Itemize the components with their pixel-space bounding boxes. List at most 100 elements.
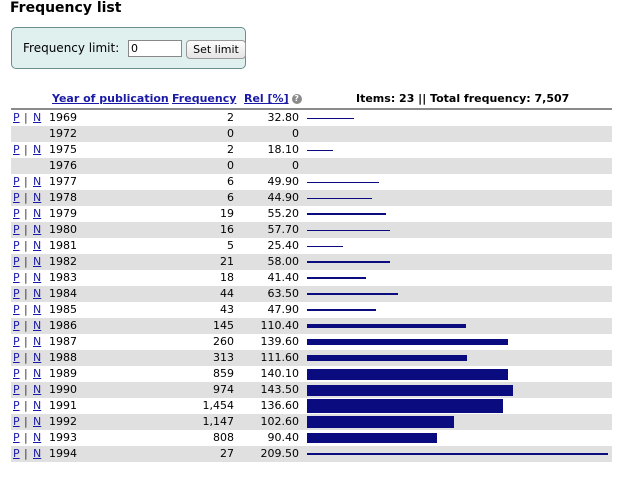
negative-filter-link[interactable]: N [33,191,42,204]
sort-by-frequency-link[interactable]: Frequency [172,92,237,105]
positive-filter-link[interactable]: P [13,399,20,412]
year-cell: 1977 [49,175,77,188]
positive-filter-link[interactable]: P [13,223,20,236]
rel-cell: 55.20 [267,207,300,220]
negative-filter-link[interactable]: N [33,239,42,252]
negative-filter-link[interactable]: N [33,143,42,156]
year-cell: 1991 [49,399,77,412]
help-icon[interactable]: ? [291,94,302,104]
column-header-frequency[interactable]: Frequency [172,92,236,105]
negative-filter-link[interactable]: N [33,415,42,428]
sort-by-year-link[interactable]: Year of publication [52,92,169,105]
positive-filter-link[interactable]: P [13,143,20,156]
positive-filter-link[interactable]: P [13,431,20,444]
positive-filter-link[interactable]: P [13,111,20,124]
positive-filter-link[interactable]: P [13,335,20,348]
link-separator: | [24,367,28,380]
sort-by-rel-link[interactable]: Rel [%] [244,92,289,105]
negative-filter-link[interactable]: N [33,351,42,364]
frequency-bar [307,198,372,199]
negative-filter-link[interactable]: N [33,255,42,268]
negative-filter-link[interactable]: N [33,271,42,284]
table-row: P | N 1984 44 63.50 [11,286,612,302]
frequency-cell: 974 [213,383,234,396]
negative-filter-link[interactable]: N [33,175,42,188]
negative-filter-link[interactable]: N [33,319,42,332]
rel-cell: 18.10 [267,143,300,156]
frequency-cell: 16 [220,223,234,236]
frequency-limit-input[interactable] [128,40,182,57]
table-row: P | N 1993 808 90.40 [11,430,612,446]
table-row: P | N 1982 21 58.00 [11,254,612,270]
positive-filter-link[interactable]: P [13,447,20,460]
frequency-bar [307,230,390,231]
negative-filter-link[interactable]: N [33,383,42,396]
rel-cell: 41.40 [267,271,300,284]
negative-filter-link[interactable]: N [33,303,42,316]
frequency-cell: 44 [220,287,234,300]
positive-filter-link[interactable]: P [13,287,20,300]
frequency-bar [307,277,366,279]
positive-filter-link[interactable]: P [13,207,20,220]
year-cell: 1993 [49,431,77,444]
negative-filter-link[interactable]: N [33,223,42,236]
positive-filter-link[interactable]: P [13,239,20,252]
positive-filter-link[interactable]: P [13,271,20,284]
column-header-rel[interactable]: Rel [%]? [244,92,302,105]
positive-filter-link[interactable]: P [13,383,20,396]
link-separator: | [24,383,28,396]
negative-filter-link[interactable]: N [33,447,42,460]
year-cell: 1989 [49,367,77,380]
positive-filter-link[interactable]: P [13,367,20,380]
negative-filter-link[interactable]: N [33,399,42,412]
year-cell: 1990 [49,383,77,396]
link-separator: | [24,191,28,204]
year-cell: 1987 [49,335,77,348]
frequency-cell: 260 [213,335,234,348]
frequency-cell: 43 [220,303,234,316]
frequency-cell: 808 [213,431,234,444]
table-row: P | N 1978 6 44.90 [11,190,612,206]
link-separator: | [24,271,28,284]
rel-cell: 57.70 [267,223,300,236]
table-row: P | N 1983 18 41.40 [11,270,612,286]
frequency-bar [307,246,343,247]
frequency-bar [307,339,508,345]
rel-cell: 58.00 [267,255,300,268]
frequency-cell: 859 [213,367,234,380]
positive-filter-link[interactable]: P [13,319,20,332]
column-header-year[interactable]: Year of publication [52,92,169,105]
rel-cell: 140.10 [260,367,300,380]
positive-filter-link[interactable]: P [13,415,20,428]
positive-filter-link[interactable]: P [13,191,20,204]
table-row: P | N 1975 2 18.10 [11,142,612,158]
negative-filter-link[interactable]: N [33,367,42,380]
positive-filter-link[interactable]: P [13,175,20,188]
frequency-cell: 0 [227,159,234,172]
frequency-bar [307,355,467,361]
frequency-cell: 2 [227,143,234,156]
link-separator: | [24,399,28,412]
year-cell: 1982 [49,255,77,268]
frequency-bar [307,453,608,455]
year-cell: 1979 [49,207,77,220]
negative-filter-link[interactable]: N [33,111,42,124]
items-summary: Items: 23 || Total frequency: 7,507 [356,92,570,105]
positive-filter-link[interactable]: P [13,303,20,316]
positive-filter-link[interactable]: P [13,255,20,268]
year-cell: 1976 [49,159,77,172]
negative-filter-link[interactable]: N [33,207,42,220]
frequency-bar [307,399,503,413]
negative-filter-link[interactable]: N [33,431,42,444]
table-row: P | N 1969 2 32.80 [11,110,612,126]
rel-cell: 90.40 [267,431,300,444]
rel-cell: 25.40 [267,239,300,252]
table-row: P | N 1977 6 49.90 [11,174,612,190]
negative-filter-link[interactable]: N [33,287,42,300]
set-limit-button[interactable]: Set limit [186,40,246,59]
negative-filter-link[interactable]: N [33,335,42,348]
frequency-bar [307,150,333,151]
frequency-bar [307,309,376,311]
positive-filter-link[interactable]: P [13,351,20,364]
frequency-cell: 6 [227,175,234,188]
